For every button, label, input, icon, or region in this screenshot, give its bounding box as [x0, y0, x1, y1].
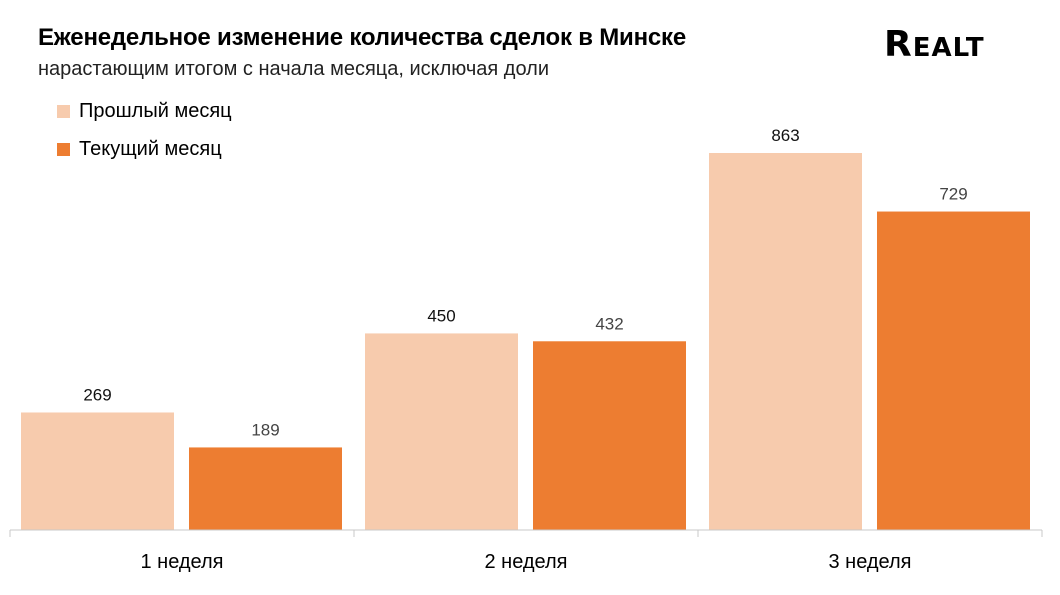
legend-label-previous: Прошлый месяц [79, 100, 232, 122]
bar-current-2 [533, 341, 686, 530]
legend-item-previous: Прошлый месяц [57, 100, 232, 123]
x-tick-label-3: 3 неделя [828, 551, 911, 573]
legend-item-current: Текущий месяц [57, 138, 222, 161]
bar-previous-3 [709, 153, 862, 530]
chart-title: Еженедельное изменение количества сделок… [38, 24, 686, 51]
legend-swatch-current [57, 143, 70, 156]
bar-current-3 [877, 211, 1030, 530]
bar-previous-2 [365, 333, 518, 530]
data-label-current-2: 432 [595, 314, 623, 333]
bar-previous-1 [21, 412, 174, 530]
x-tick-label-1: 1 неделя [140, 551, 223, 573]
data-label-current-3: 729 [939, 185, 967, 204]
legend-swatch-previous [57, 105, 70, 118]
x-tick-label-2: 2 неделя [484, 551, 567, 573]
data-label-previous-2: 450 [427, 306, 455, 325]
chart-subtitle: нарастающим итогом с начала месяца, искл… [38, 58, 549, 80]
data-label-current-1: 189 [251, 420, 279, 439]
bar-current-1 [189, 447, 342, 530]
legend-label-current: Текущий месяц [79, 138, 222, 160]
data-label-previous-3: 863 [771, 126, 799, 145]
data-label-previous-1: 269 [83, 385, 111, 404]
realt-logo: REALT [884, 24, 985, 65]
